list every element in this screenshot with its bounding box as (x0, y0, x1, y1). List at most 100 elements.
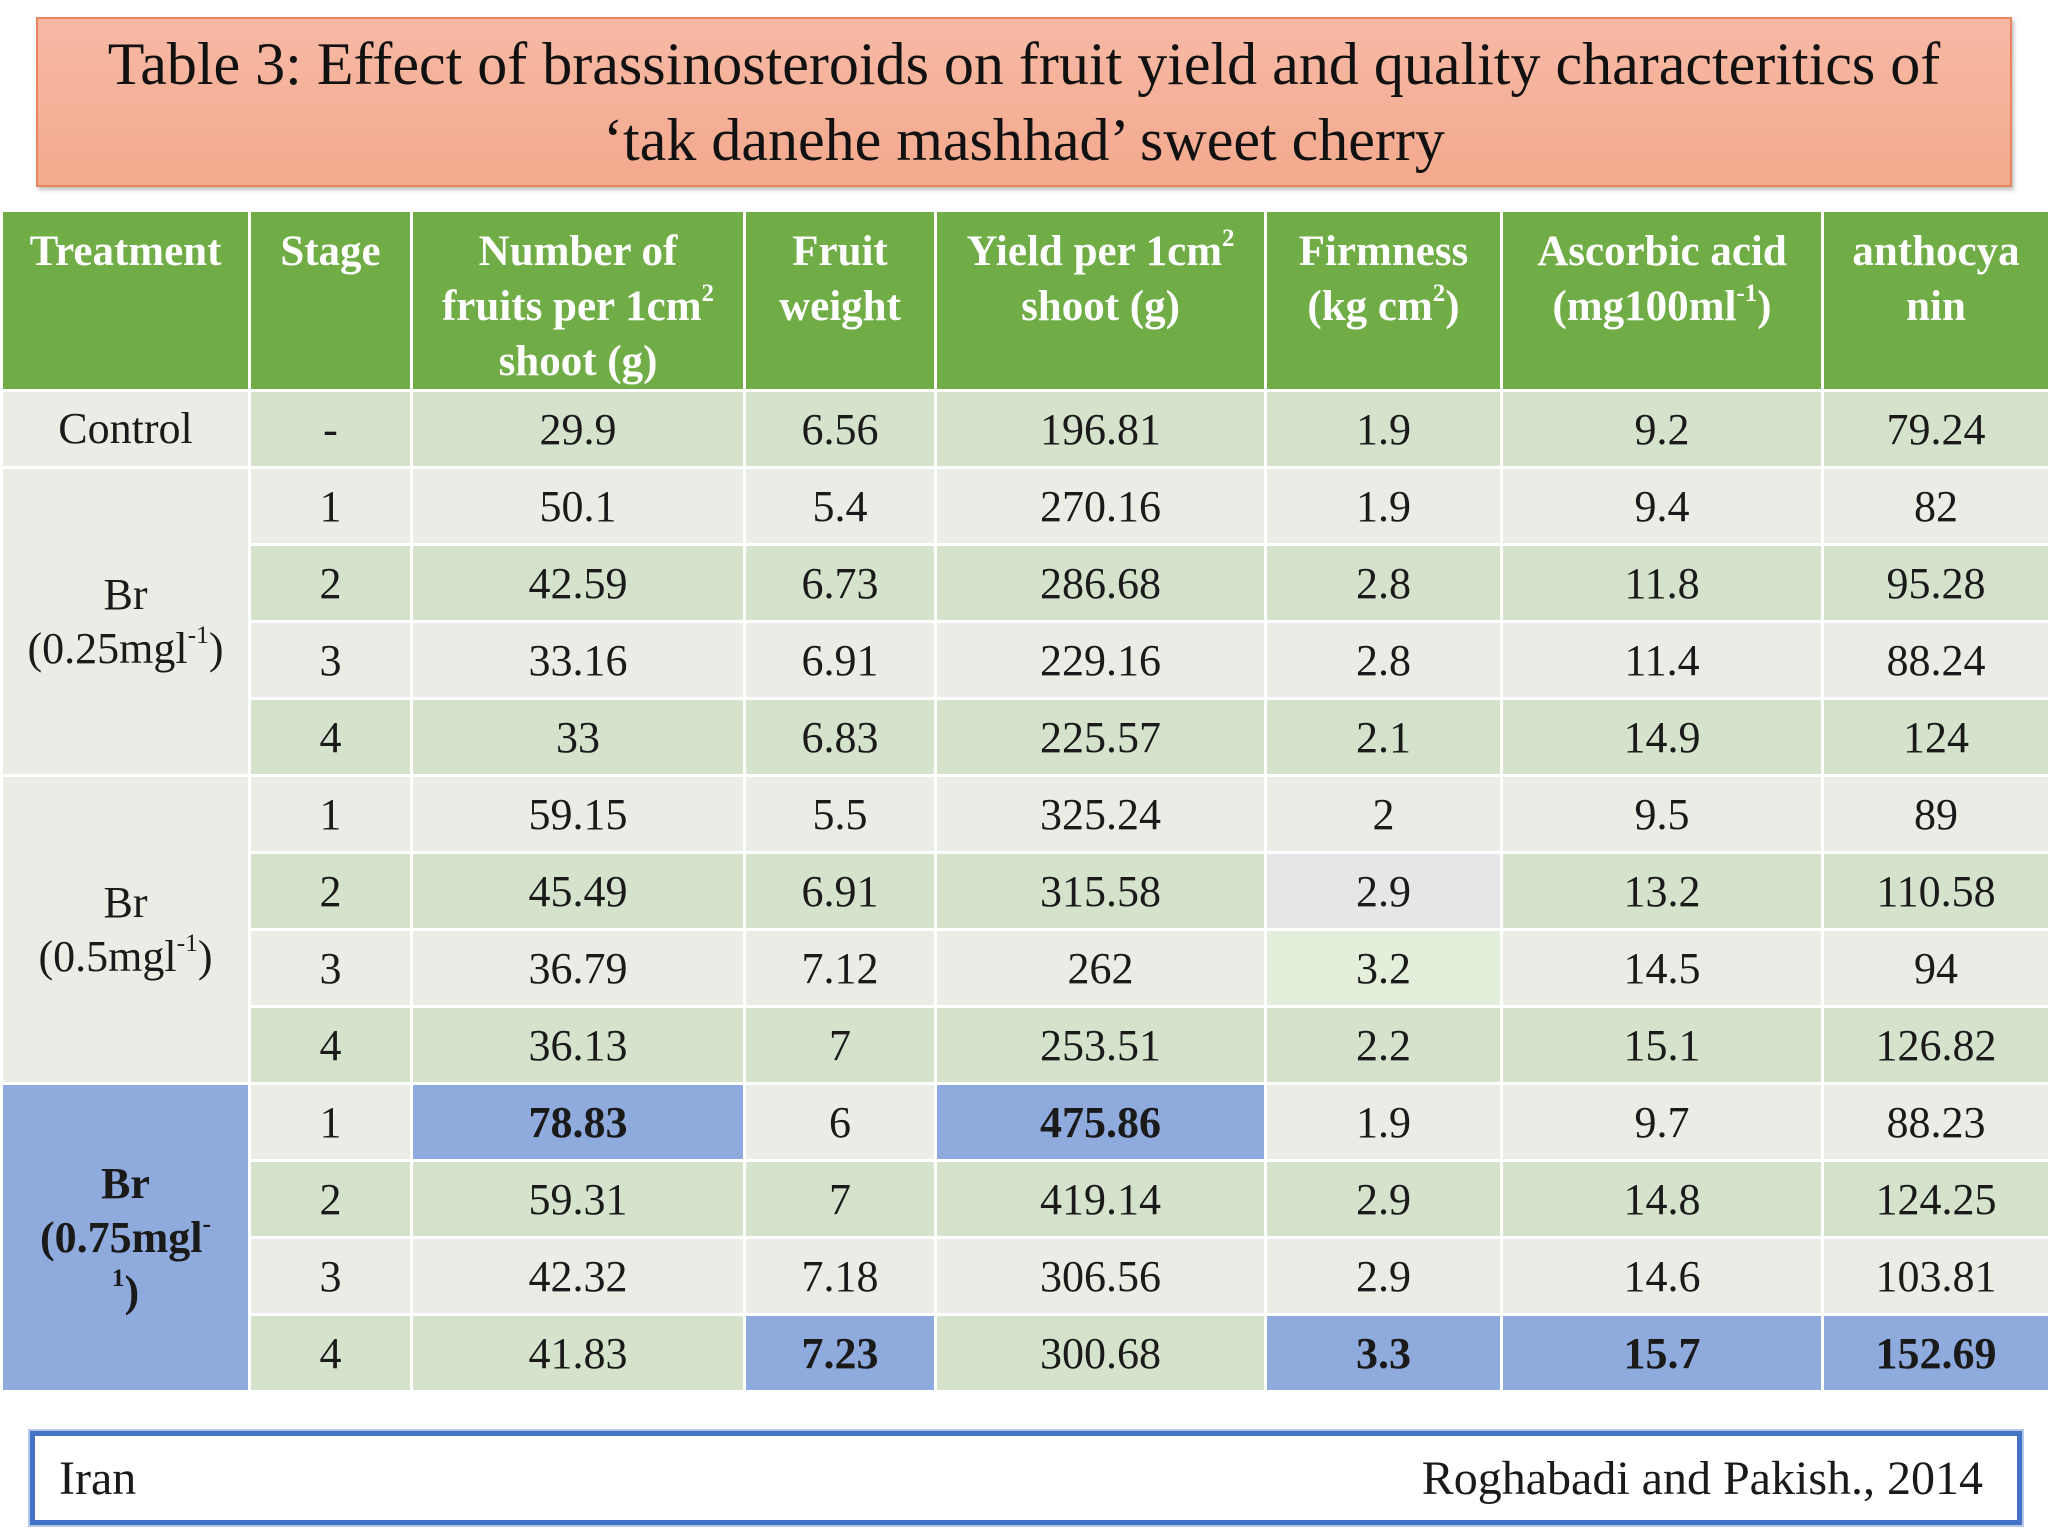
title-line-1: Table 3: Effect of brassinosteroids on f… (107, 31, 1941, 97)
cell-weight: 7.18 (743, 1236, 937, 1316)
cell-ascorbic: 14.9 (1500, 697, 1824, 777)
cell-anthocyanin: 88.23 (1821, 1082, 2048, 1162)
cell-weight: 7.12 (743, 928, 937, 1008)
cell-ascorbic: 9.7 (1500, 1082, 1824, 1162)
cell-fruits: 41.83 (410, 1313, 746, 1393)
cell-stage: 1 (248, 466, 413, 546)
table-row: Br (0.25mgl-1) 1 50.1 5.4 270.16 1.9 9.4 … (0, 466, 2048, 777)
cell-yield: 262 (934, 928, 1267, 1008)
cell-weight: 6.91 (743, 851, 937, 931)
cell-anthocyanin: 89 (1821, 774, 2048, 854)
cell-firmness: 1.9 (1264, 1082, 1503, 1162)
table-row: 2 59.31 7 419.14 2.9 14.8 124.25 (2, 1159, 2048, 1239)
cell-fruits: 59.15 (410, 774, 746, 854)
cell-stage: 4 (248, 1313, 413, 1393)
cell-yield: 286.68 (934, 543, 1267, 623)
cell-anthocyanin: 95.28 (1821, 543, 2048, 623)
table-row: 2 42.59 6.73 286.68 2.8 11.8 95.28 (2, 543, 2048, 623)
header-row: Treatment Stage Number of fruits per 1cm… (0, 209, 2048, 392)
cell-firmness: 3.3 (1264, 1313, 1503, 1393)
cell-fruits: 29.9 (410, 389, 746, 469)
table-row: Br (0.75mgl- 1) 1 78.83 6 475.86 1.9 9.7 8… (0, 1082, 2048, 1393)
results-table: Treatment Stage Number of fruits per 1cm… (0, 209, 2048, 1393)
cell-firmness: 2.2 (1264, 1005, 1503, 1085)
cell-yield: 419.14 (934, 1159, 1267, 1239)
cell-weight: 6.83 (743, 697, 937, 777)
cell-stage: 3 (248, 620, 413, 700)
table-row: 3 36.79 7.12 262 3.2 14.5 94 (2, 928, 2048, 1008)
cell-ascorbic: 9.2 (1500, 389, 1824, 469)
cell-ascorbic: 14.8 (1500, 1159, 1824, 1239)
cell-ascorbic: 14.5 (1500, 928, 1824, 1008)
cell-stage: 2 (248, 1159, 413, 1239)
cell-fruits: 50.1 (410, 466, 746, 546)
cell-weight: 7 (743, 1005, 937, 1085)
cell-stage: 2 (248, 851, 413, 931)
header-fruit-weight: Fruit weight (743, 209, 937, 392)
cell-fruits: 42.32 (410, 1236, 746, 1316)
header-ascorbic-acid: Ascorbic acid (mg100ml-1) (1500, 209, 1824, 392)
table-title: Table 3: Effect of brassinosteroids on f… (36, 17, 2012, 187)
cell-anthocyanin: 124.25 (1821, 1159, 2048, 1239)
cell-weight: 7.23 (743, 1313, 937, 1393)
cell-yield: 196.81 (934, 389, 1267, 469)
table-row: 3 42.32 7.18 306.56 2.9 14.6 103.81 (2, 1236, 2048, 1316)
cell-stage: 2 (248, 543, 413, 623)
cell-stage: 1 (248, 1082, 413, 1162)
cell-weight: 6 (743, 1082, 937, 1162)
cell-anthocyanin: 152.69 (1821, 1313, 2048, 1393)
treatment-br-075: Br (0.75mgl- 1) (0, 1082, 251, 1393)
cell-fruits: 78.83 (410, 1082, 746, 1162)
header-anthocyanin: anthocya nin (1821, 209, 2048, 392)
cell-ascorbic: 13.2 (1500, 851, 1824, 931)
table-row: Control - 29.9 6.56 196.81 1.9 9.2 79.24 (0, 389, 2048, 469)
cell-ascorbic: 11.4 (1500, 620, 1824, 700)
cell-stage: - (248, 389, 413, 469)
cell-yield: 229.16 (934, 620, 1267, 700)
cell-firmness: 1.9 (1264, 389, 1503, 469)
cell-anthocyanin: 94 (1821, 928, 2048, 1008)
cell-fruits: 45.49 (410, 851, 746, 931)
cell-stage: 1 (248, 774, 413, 854)
cell-weight: 5.4 (743, 466, 937, 546)
cell-fruits: 36.79 (410, 928, 746, 1008)
cell-fruits: 33 (410, 697, 746, 777)
header-stage: Stage (248, 209, 413, 392)
cell-yield: 225.57 (934, 697, 1267, 777)
title-line-2: ‘tak danehe mashhad’ sweet cherry (603, 107, 1445, 173)
cell-fruits: 33.16 (410, 620, 746, 700)
cell-yield: 306.56 (934, 1236, 1267, 1316)
cell-firmness: 2 (1264, 774, 1503, 854)
cell-ascorbic: 11.8 (1500, 543, 1824, 623)
table-row: 4 41.83 7.23 300.68 3.3 15.7 152.69 (2, 1313, 2048, 1393)
cell-anthocyanin: 88.24 (1821, 620, 2048, 700)
cell-yield: 253.51 (934, 1005, 1267, 1085)
treatment-control: Control (0, 389, 251, 469)
cell-firmness: 2.1 (1264, 697, 1503, 777)
table-row: 4 33 6.83 225.57 2.1 14.9 124 (2, 697, 2048, 777)
cell-yield: 475.86 (934, 1082, 1267, 1162)
cell-weight: 5.5 (743, 774, 937, 854)
table-row: 2 45.49 6.91 315.58 2.9 13.2 110.58 (2, 851, 2048, 931)
cell-anthocyanin: 79.24 (1821, 389, 2048, 469)
cell-stage: 4 (248, 697, 413, 777)
cell-stage: 3 (248, 928, 413, 1008)
cell-ascorbic: 15.7 (1500, 1313, 1824, 1393)
cell-weight: 7 (743, 1159, 937, 1239)
cell-stage: 4 (248, 1005, 413, 1085)
cell-anthocyanin: 110.58 (1821, 851, 2048, 931)
footer-citation: Roghabadi and Pakish., 2014 (1421, 1451, 1983, 1505)
cell-yield: 300.68 (934, 1313, 1267, 1393)
header-firmness: Firmness (kg cm2) (1264, 209, 1503, 392)
header-yield: Yield per 1cm2 shoot (g) (934, 209, 1267, 392)
cell-firmness: 2.8 (1264, 620, 1503, 700)
cell-stage: 3 (248, 1236, 413, 1316)
treatment-br-05: Br (0.5mgl-1) (0, 774, 251, 1085)
cell-ascorbic: 9.4 (1500, 466, 1824, 546)
cell-ascorbic: 14.6 (1500, 1236, 1824, 1316)
header-number-of-fruits: Number of fruits per 1cm2 shoot (g) (410, 209, 746, 392)
cell-firmness: 2.9 (1264, 851, 1503, 931)
table-row: Br (0.5mgl-1) 1 59.15 5.5 325.24 2 9.5 89 (0, 774, 2048, 1085)
footer-country: Iran (59, 1451, 137, 1505)
cell-weight: 6.73 (743, 543, 937, 623)
